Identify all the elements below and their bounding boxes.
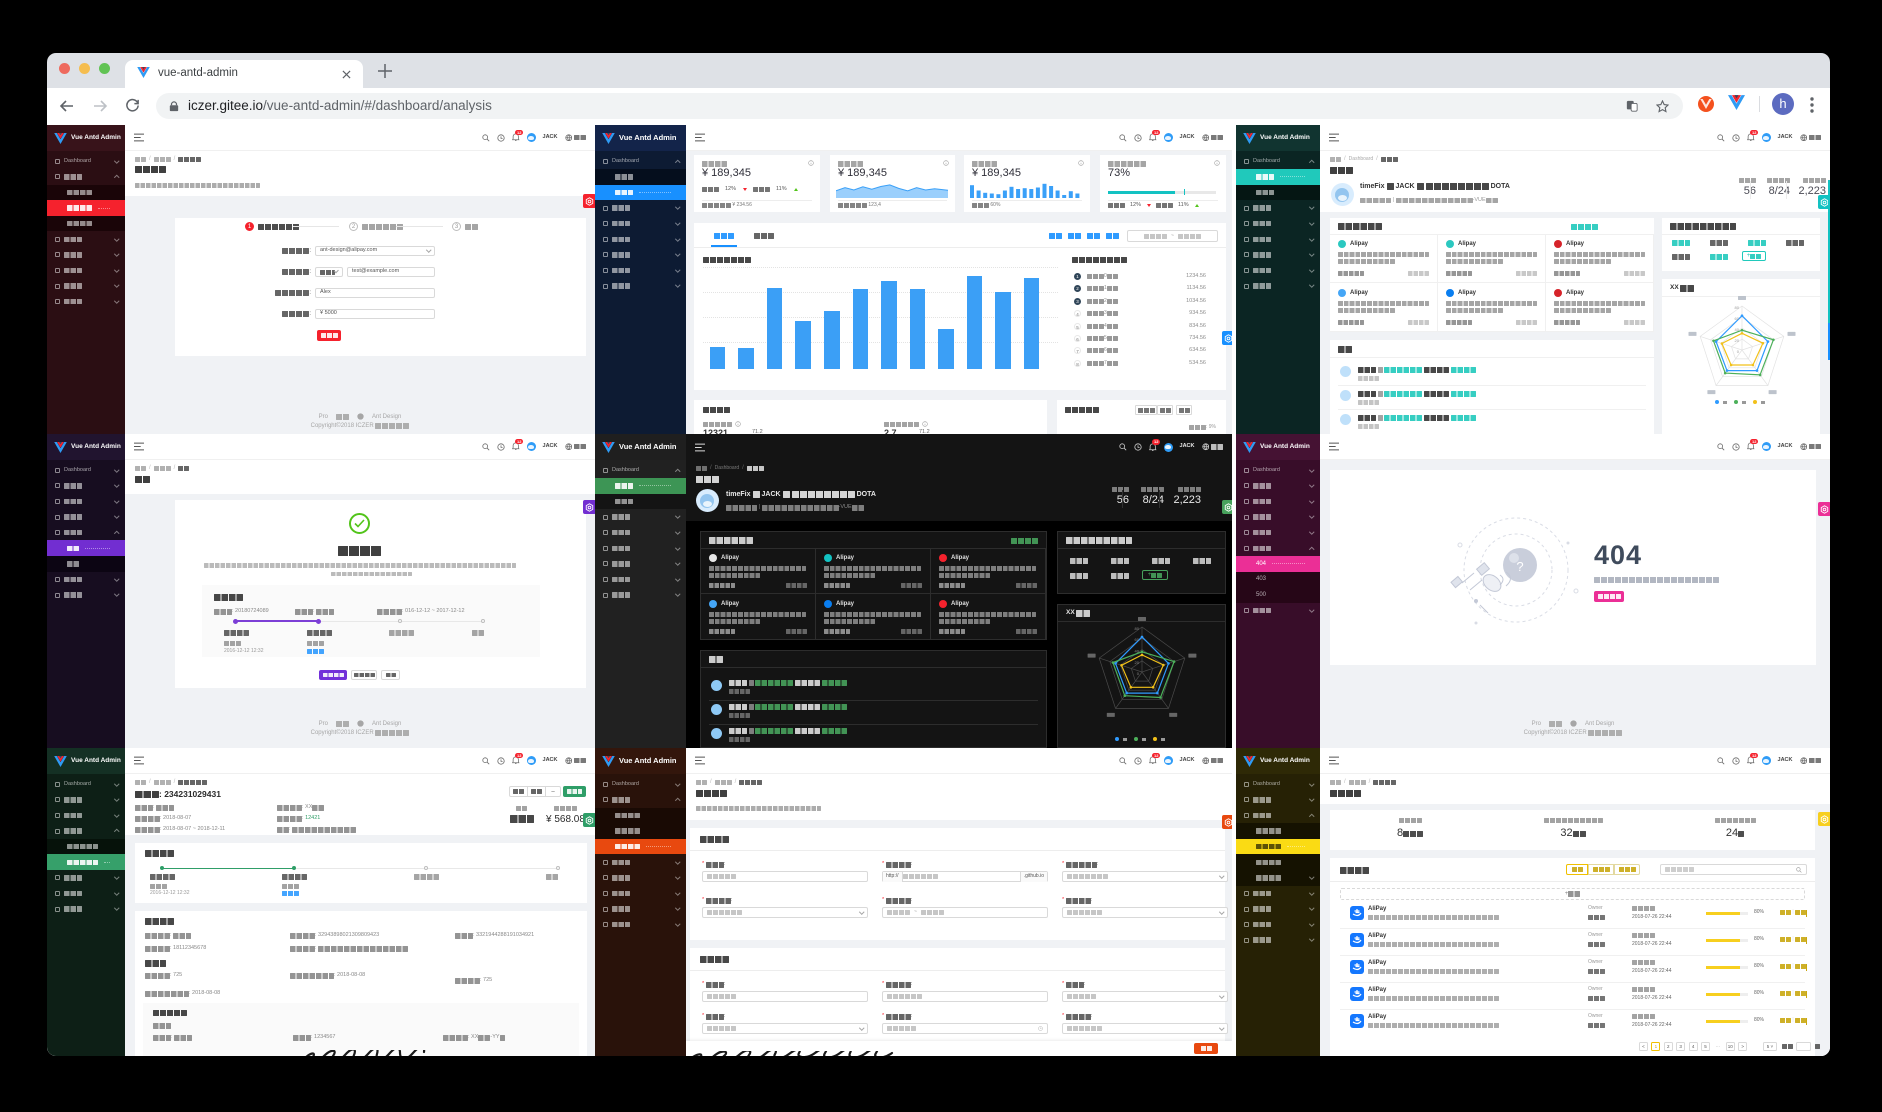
svg-text:80: 80 bbox=[1135, 626, 1140, 631]
svg-text:60: 60 bbox=[1135, 637, 1140, 642]
svg-text:0: 0 bbox=[1137, 671, 1140, 676]
svg-text:20: 20 bbox=[1135, 660, 1140, 665]
svg-text:40: 40 bbox=[1135, 649, 1140, 654]
svg-text:40: 40 bbox=[1735, 327, 1740, 332]
svg-text:20: 20 bbox=[1735, 338, 1740, 343]
svg-text:0: 0 bbox=[1737, 349, 1740, 354]
svg-text:80: 80 bbox=[1735, 305, 1740, 310]
svg-text:60: 60 bbox=[1735, 316, 1740, 321]
svg-text:?: ? bbox=[1516, 559, 1523, 574]
